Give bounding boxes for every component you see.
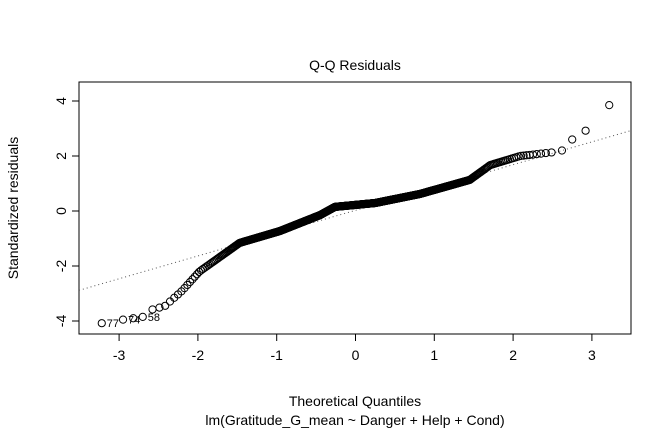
x-tick-label: 0 [352,347,360,363]
point-label: 74 [128,315,140,327]
data-point [605,101,614,110]
data-point [161,301,170,310]
data-point [118,315,128,324]
data-point [581,126,590,135]
x-tick-label: -1 [270,347,283,363]
data-point [532,150,541,159]
data-point [188,275,197,284]
data-point [519,151,528,160]
y-tick-label: 4 [53,97,69,105]
data-point [185,277,195,287]
x-tick-label: 1 [430,347,438,363]
point-label: 58 [148,312,160,324]
y-tick-label: 0 [53,207,69,215]
chart-title: Q-Q Residuals [309,57,401,73]
data-point [528,150,538,159]
data-point [536,149,546,158]
data-point [541,148,550,158]
y-tick-label: -4 [53,315,69,328]
data-point [138,312,147,321]
data-point [522,151,531,160]
data-point [190,272,199,281]
y-tick-label: 2 [53,152,69,160]
data-point [547,148,556,157]
data-point [155,303,164,312]
x-tick-label: 2 [509,347,517,363]
point-label: 77 [107,318,119,330]
x-tick-label: -2 [192,347,205,363]
x-tick-label: -3 [113,347,126,363]
data-point [210,256,219,266]
data-point [557,146,567,155]
y-tick-label: -2 [53,260,69,273]
chart-subtitle: lm(Gratitude_G_mean ~ Danger + Help + Co… [205,412,504,428]
data-point [516,151,526,161]
y-axis-label: Standardized residuals [5,137,21,279]
x-tick-label: 3 [588,347,596,363]
data-point [165,297,175,306]
data-point [129,314,138,323]
data-point [568,135,577,144]
data-point [183,280,192,290]
x-axis-label: Theoretical Quantiles [289,393,421,409]
data-point [97,319,106,328]
